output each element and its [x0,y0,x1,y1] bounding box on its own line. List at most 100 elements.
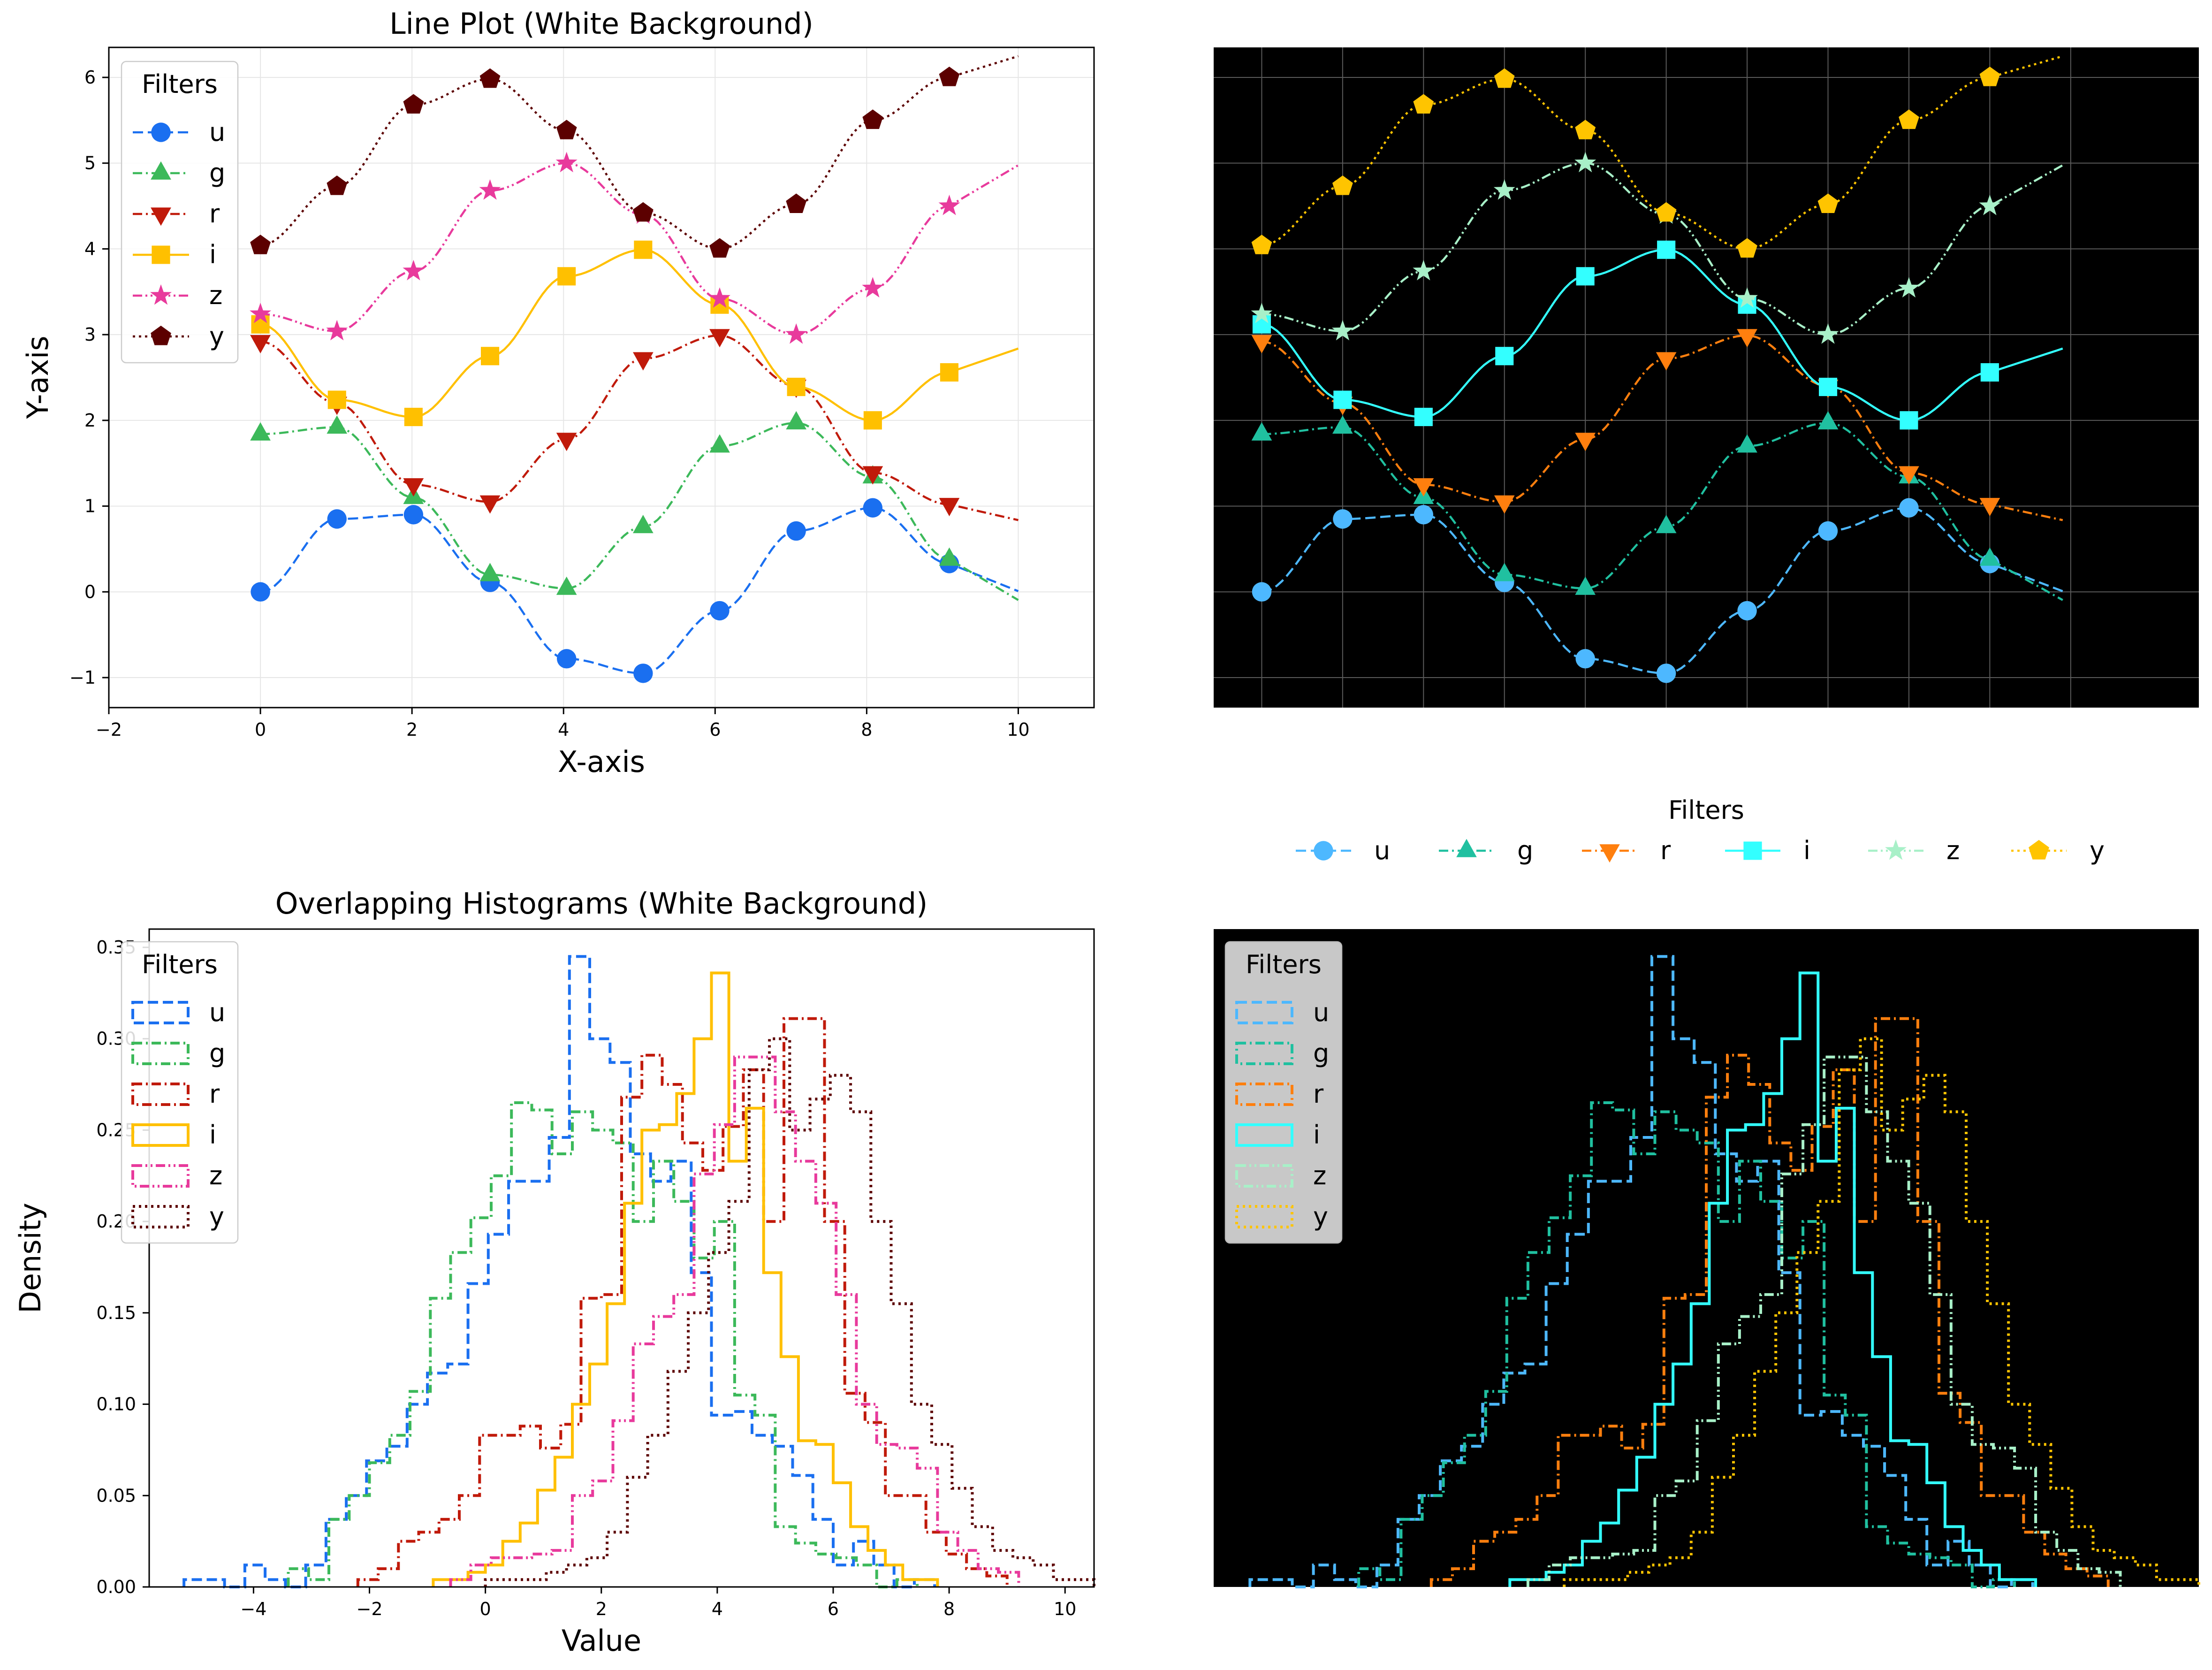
legend-label-r: r [209,199,220,229]
data-point-g [1817,411,1839,430]
legend-label-i: i [209,240,216,269]
series-line-g [1262,422,2063,601]
legend-label-i: i [1803,836,1810,865]
data-point-r [1413,478,1434,497]
data-point-z [1817,323,1839,344]
data-point-y [633,202,654,222]
data-point-y [556,120,577,139]
x-tick-label: −4 [240,1599,266,1619]
y-tick-label: 2 [84,410,96,431]
panel-top-left: −2 0 2 4 6 8 10 −1 0 1 2 3 4 5 6 Line Plot (White Back… [21,7,1095,779]
legend-patch-z [131,1164,190,1188]
legend-patch-i [1235,1123,1293,1147]
data-point-u [403,505,424,525]
data-point-r [939,498,960,517]
data-point-y [862,109,883,129]
x-tick-label: 8 [943,1599,955,1619]
data-point-z [1574,152,1596,173]
legend-label-y: y [209,321,224,351]
legend-patch-r [1235,1083,1293,1106]
data-point-y [403,94,424,114]
legend-patch-g [1235,1042,1293,1065]
data-point-y [1979,67,2000,86]
data-point-r [1656,352,1677,371]
data-point-g [1494,563,1515,581]
data-point-u [1737,601,1757,621]
legend-label-i: i [1313,1120,1320,1150]
data-point-y [1413,94,1434,114]
data-point-y [709,238,730,258]
x-tick-label: −2 [96,719,122,740]
histogram-r [1429,1017,2110,1587]
data-point-u [1575,649,1595,669]
x-tick-label: 6 [709,719,721,740]
histogram-u [182,955,936,1588]
data-point-i [404,408,423,427]
data-point-y [939,67,960,86]
data-point-y [250,235,271,254]
y-tick-label: 3 [84,324,96,345]
data-point-u [1899,498,1919,518]
chart-title: Line Plot (White Background) [389,7,813,41]
legend-box [121,941,239,1244]
data-point-g [633,515,654,534]
data-point-z [555,152,578,173]
series-line-r [260,334,1019,521]
legend-label-y: y [2090,836,2105,865]
data-point-z [1898,277,1920,297]
data-point-i [557,267,576,286]
data-point-g [250,422,271,441]
x-tick-label: 10 [1007,719,1029,740]
legend-marker-z [150,284,172,305]
data-point-g [327,415,348,434]
data-point-u [1818,521,1838,541]
data-point-z [938,194,960,215]
legend-patch-u [131,1001,190,1024]
data-point-i [634,240,653,259]
data-point-i [1738,295,1756,314]
series-line-g [260,422,1019,601]
data-point-y [479,68,501,88]
data-point-y [1737,238,1757,258]
data-point-z [1413,259,1435,281]
plot-area-hist-white [149,929,1094,1587]
data-point-u [327,509,347,529]
legend-label-g: g [209,1038,225,1068]
data-point-i [1414,408,1433,427]
legend-patch-i [131,1123,190,1147]
legend-patch-u [1235,1001,1293,1024]
data-point-z [326,320,348,341]
x-tick-label: 4 [712,1599,723,1619]
legend-marker-y [2029,840,2049,860]
data-point-u [786,521,806,541]
x-tick-label: 2 [596,1599,607,1619]
data-point-r [556,433,577,451]
data-point-u [710,601,730,621]
data-point-i [863,411,882,430]
data-point-r [862,466,883,485]
legend-label-u: u [209,117,225,147]
x-tick-label: 0 [480,1599,491,1619]
legend-title: Filters [142,950,218,979]
plot-area-line-white [109,47,1094,708]
y-tick-label: 0.10 [96,1394,136,1415]
data-point-z [1979,194,2001,215]
data-point-z [1251,303,1273,323]
data-point-r [1979,498,2000,517]
data-point-r [633,352,654,371]
data-point-y [1899,109,1919,129]
data-point-g [1251,422,1272,441]
data-point-i [481,347,500,366]
data-point-z [862,277,884,297]
histogram-i [1508,971,2037,1587]
y-tick-label: 4 [84,238,96,259]
legend-marker-g [151,161,171,180]
data-point-i [1819,378,1838,397]
legend-label-r: r [1313,1079,1324,1109]
legend-marker-u [151,122,171,142]
x-tick-label: 10 [1054,1599,1076,1619]
legend-title: Filters [142,69,218,99]
legend-marker-r [1599,844,1620,863]
data-point-u [1252,582,1272,602]
